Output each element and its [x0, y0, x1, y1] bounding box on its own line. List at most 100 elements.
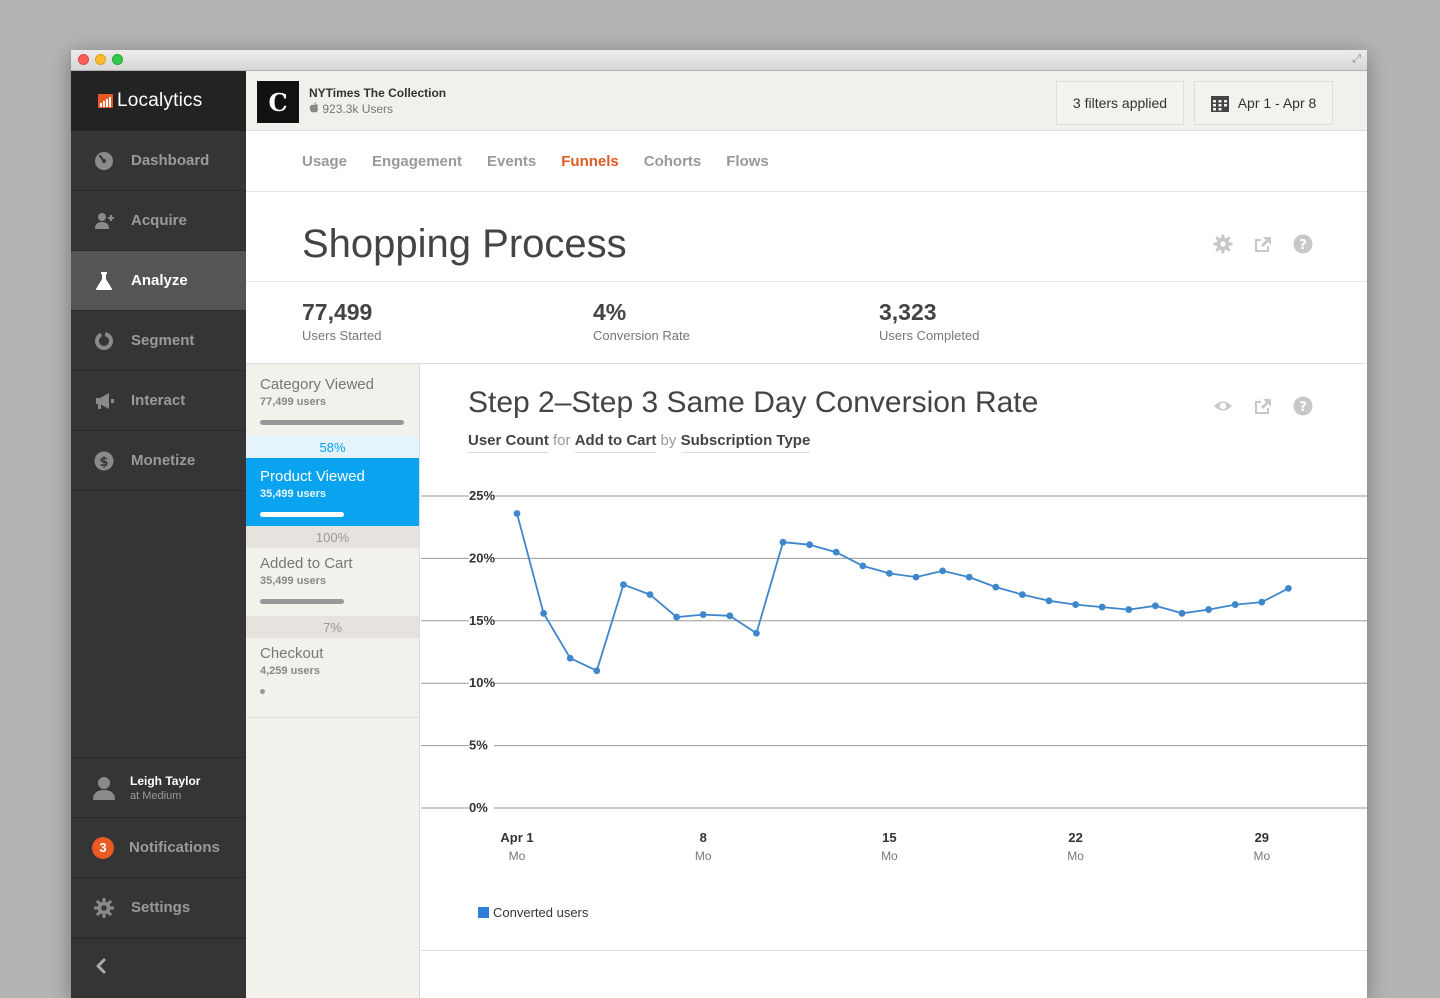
data-point: [1125, 606, 1133, 613]
sidebar-item-analyze[interactable]: Analyze: [71, 251, 246, 311]
tab-engagement[interactable]: Engagement: [372, 152, 463, 170]
funnel-step-product-viewed[interactable]: Product Viewed 35,499 users: [246, 458, 419, 526]
sidebar-item-acquire[interactable]: Acquire: [71, 191, 246, 251]
share-icon[interactable]: [1253, 396, 1273, 421]
sidebar-item-dashboard[interactable]: Dashboard: [71, 131, 246, 191]
sidebar-bottom: Leigh Taylor at Medium 3 Notifications S…: [71, 757, 246, 998]
acquire-icon: [94, 211, 114, 231]
data-point: [832, 548, 840, 556]
step-users: 35,499 users: [260, 575, 327, 587]
data-point: [1098, 603, 1106, 611]
funnel-conversion-2: 100%: [246, 526, 419, 548]
close-window-button[interactable]: [78, 54, 89, 65]
data-point: [806, 541, 813, 549]
help-icon[interactable]: ?: [1293, 234, 1313, 259]
sidebar-item-interact[interactable]: Interact: [71, 371, 246, 431]
conversion-rate: 7%: [323, 619, 342, 635]
data-point: [1019, 591, 1026, 598]
legend-label: Converted users: [493, 905, 589, 920]
x-tick-label: Apr 1: [500, 830, 533, 845]
eye-icon[interactable]: [1213, 396, 1233, 421]
funnel-step-checkout[interactable]: Checkout 4,259 users: [246, 638, 419, 718]
filters-button[interactable]: 3 filters applied: [1056, 81, 1184, 125]
stat-label: Conversion Rate: [593, 328, 690, 343]
funnel-conversion-3: 7%: [246, 616, 419, 638]
data-point: [1152, 602, 1159, 610]
data-point: [965, 573, 973, 581]
svg-text:?: ?: [1299, 238, 1307, 253]
data-point: [886, 569, 893, 577]
funnel-step-added-to-cart[interactable]: Added to Cart 35,499 users: [246, 548, 419, 616]
chart-legend[interactable]: Converted users: [478, 905, 588, 920]
app-logo[interactable]: C: [257, 81, 299, 123]
step-progress-bar: [260, 689, 265, 694]
step-progress-bar: [260, 512, 344, 517]
funnel-conversion-1: 58%: [246, 436, 419, 458]
sidebar-item-label: Analyze: [131, 272, 188, 289]
calendar-icon: [1210, 95, 1229, 112]
app-header: C NYTimes The Collection 923.3k Users 3 …: [246, 71, 1367, 131]
page-header: Shopping Process ?: [246, 192, 1367, 282]
x-tick-sublabel: Mo: [1253, 849, 1270, 863]
data-point: [513, 510, 521, 517]
y-tick-label: 15%: [469, 613, 495, 628]
app-name[interactable]: NYTimes The Collection: [309, 86, 447, 100]
sidebar-item-monetize[interactable]: $ Monetize: [71, 431, 246, 491]
page-title: Shopping Process: [302, 222, 627, 266]
page-actions: ?: [1213, 234, 1313, 259]
sidebar-item-label: Segment: [131, 332, 195, 349]
y-tick-label: 5%: [469, 738, 488, 753]
svg-text:?: ?: [1299, 400, 1307, 415]
brand-logo[interactable]: Localytics: [71, 71, 246, 131]
collapse-sidebar-button[interactable]: [71, 938, 246, 998]
data-point: [566, 654, 574, 662]
tab-usage[interactable]: Usage: [302, 152, 348, 170]
tab-events[interactable]: Events: [487, 152, 537, 170]
legend-swatch: [478, 907, 489, 918]
step-progress-bar: [260, 420, 404, 425]
sidebar-item-segment[interactable]: Segment: [71, 311, 246, 371]
help-icon[interactable]: ?: [1293, 396, 1313, 421]
data-point: [1258, 598, 1266, 606]
y-tick-label: 20%: [469, 550, 495, 565]
zoom-window-button[interactable]: [112, 54, 123, 65]
sidebar: Localytics Dashboard Acquire Analyze Seg…: [71, 71, 246, 998]
data-point: [620, 581, 627, 589]
data-point: [779, 538, 787, 546]
tab-flows[interactable]: Flows: [726, 152, 769, 170]
sidebar-item-label: Acquire: [131, 212, 187, 229]
y-tick-label: 10%: [469, 675, 495, 690]
avatar-icon: [93, 776, 115, 800]
event-selector[interactable]: Add to Cart: [574, 432, 657, 453]
tab-cohorts[interactable]: Cohorts: [643, 152, 702, 170]
x-tick-label: 15: [882, 830, 896, 845]
date-range-button[interactable]: Apr 1 - Apr 8: [1194, 81, 1333, 125]
metric-selector[interactable]: User Count: [468, 432, 549, 453]
gear-icon[interactable]: [1213, 234, 1233, 259]
stat-users-completed: 3,323 Users Completed: [879, 299, 979, 343]
segment-icon: [94, 331, 114, 351]
conversion-rate: 58%: [319, 439, 346, 455]
stat-label: Users Completed: [879, 328, 980, 343]
step-users: 4,259 users: [260, 665, 320, 677]
app-users-text: 923.3k Users: [322, 102, 394, 116]
svg-text:$: $: [99, 455, 108, 470]
share-icon[interactable]: [1253, 234, 1273, 259]
data-point: [992, 583, 1000, 591]
dimension-selector[interactable]: Subscription Type: [680, 432, 811, 453]
for-word: for: [553, 432, 571, 449]
user-org: at Medium: [130, 789, 182, 802]
minimize-window-button[interactable]: [95, 54, 106, 65]
step-name: Product Viewed: [260, 468, 365, 485]
fullscreen-icon[interactable]: ⤢: [1352, 53, 1361, 65]
data-point: [726, 612, 734, 620]
sidebar-item-settings[interactable]: Settings: [71, 878, 246, 938]
step-users: 77,499 users: [260, 396, 327, 408]
user-profile[interactable]: Leigh Taylor at Medium: [71, 757, 246, 818]
sidebar-item-notifications[interactable]: 3 Notifications: [71, 818, 246, 878]
chart-query: User Count for Add to Cart by Subscripti…: [468, 432, 811, 453]
tab-funnels[interactable]: Funnels: [561, 152, 619, 170]
step-name: Added to Cart: [260, 555, 353, 572]
x-tick-sublabel: Mo: [695, 849, 712, 863]
funnel-step-category-viewed[interactable]: Category Viewed 77,499 users: [246, 364, 419, 436]
